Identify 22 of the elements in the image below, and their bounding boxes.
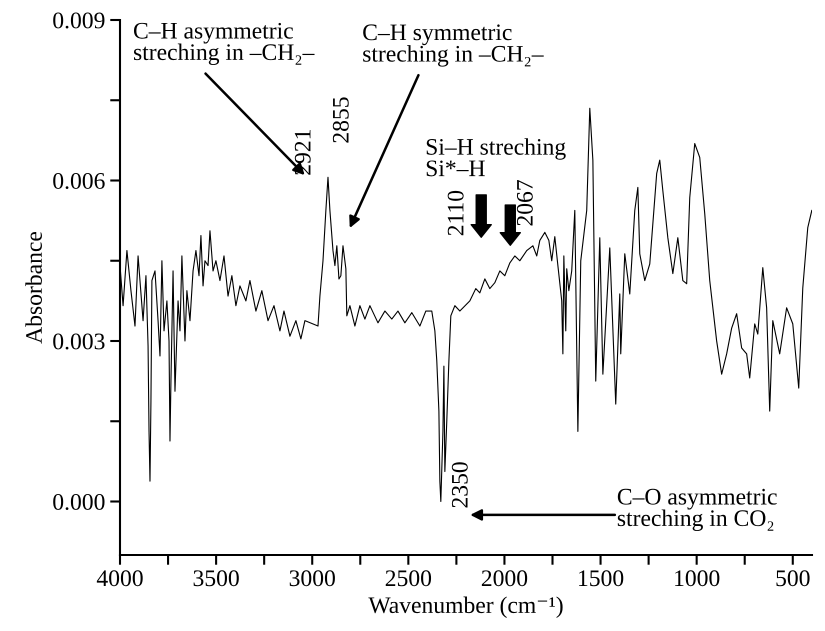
annotation: 2067 [516, 180, 533, 226]
annotation: C–O asymmetric streching in CO₂ [618, 488, 777, 532]
y-axis-title: Absorbance [25, 232, 42, 344]
x-tick-label: 1500 [579, 570, 624, 586]
annotation: 2350 [452, 462, 468, 508]
x-tick-label: 2500 [386, 570, 432, 586]
annotation: C–H asymmetric streching in –CH₂– [134, 22, 315, 66]
x-tick-label: 3000 [290, 570, 335, 586]
x-tick-label: 2000 [482, 570, 528, 586]
y-tick-label: 0.009 [53, 12, 104, 29]
y-tick-label: 0.006 [53, 172, 105, 190]
annotation: 2855 [332, 97, 349, 143]
y-tick-label: 0.000 [53, 494, 105, 510]
y-tick-label: 0.003 [53, 333, 104, 350]
annotation: C–H symmetric streching in –CH₂– [363, 24, 544, 67]
annotation: Si–H streching Si*–H [426, 138, 566, 176]
x-tick-label: 1000 [675, 570, 720, 586]
x-tick-label: 3500 [194, 570, 239, 586]
x-tick-label: 4000 [96, 570, 143, 586]
x-tick-label: 500 [776, 570, 810, 586]
x-axis-title: Wavenumber (cm⁻¹) [368, 596, 563, 618]
annotation: 2110 [448, 190, 464, 236]
